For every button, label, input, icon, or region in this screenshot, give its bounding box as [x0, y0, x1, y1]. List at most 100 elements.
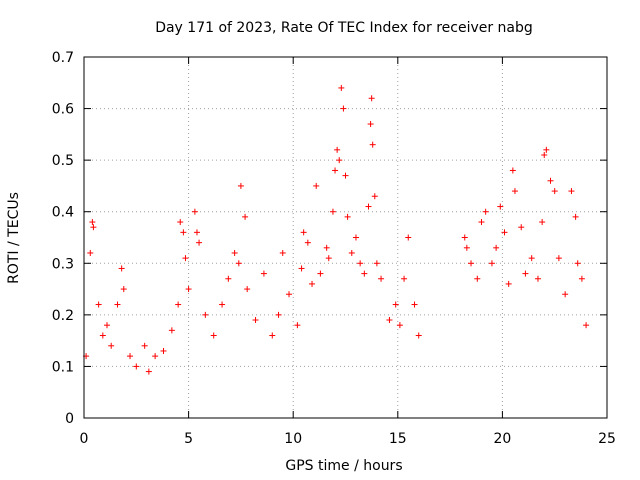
data-point [501, 229, 508, 236]
data-point [367, 121, 374, 128]
data-point [127, 353, 134, 360]
data-point [95, 301, 102, 308]
data-point [182, 255, 189, 262]
chart-title: Day 171 of 2023, Rate Of TEC Index for r… [155, 20, 533, 36]
data-point [336, 157, 343, 164]
data-point [118, 265, 125, 272]
data-point [468, 260, 475, 267]
y-tick-label: 0 [65, 411, 74, 427]
data-point [145, 368, 152, 375]
data-point [474, 275, 481, 282]
data-point [340, 105, 347, 112]
data-point [168, 327, 175, 334]
data-point [541, 151, 548, 158]
y-tick-label: 0.5 [52, 153, 74, 169]
data-point [104, 322, 111, 329]
data-point [547, 177, 554, 184]
x-axis-label: GPS time / hours [285, 458, 402, 474]
data-point [578, 275, 585, 282]
data-point [89, 219, 96, 226]
x-tick-label: 15 [389, 431, 407, 447]
data-point [539, 219, 546, 226]
y-axis-label: ROTI / TECUs [6, 192, 22, 284]
data-point [210, 332, 217, 339]
data-point [568, 188, 575, 195]
data-point [348, 249, 355, 256]
x-tick-label: 10 [284, 431, 302, 447]
data-point [543, 146, 550, 153]
data-point [196, 239, 203, 246]
data-point [365, 203, 372, 210]
data-point [294, 322, 301, 329]
data-point [338, 84, 345, 91]
data-point [193, 229, 200, 236]
data-point [357, 260, 364, 267]
data-point [378, 275, 385, 282]
y-tick-label: 0.4 [52, 205, 74, 221]
data-point [160, 347, 167, 354]
data-point [493, 244, 500, 251]
plot-frame [83, 56, 608, 419]
data-point [583, 322, 590, 329]
y-tick-label: 0.2 [52, 308, 74, 324]
y-tick-label: 0.3 [52, 256, 74, 272]
data-point [175, 301, 182, 308]
data-point [344, 213, 351, 220]
data-point [260, 270, 267, 277]
data-point [528, 255, 535, 262]
data-point [534, 275, 541, 282]
data-point [114, 301, 121, 308]
data-point [219, 301, 226, 308]
data-point [401, 275, 408, 282]
data-point [180, 229, 187, 236]
x-tick-label: 20 [493, 431, 511, 447]
data-point [342, 172, 349, 179]
data-point [269, 332, 276, 339]
data-point [522, 270, 529, 277]
data-point [405, 234, 412, 241]
data-point [252, 317, 259, 324]
data-point [371, 193, 378, 200]
data-point [286, 291, 293, 298]
data-point [237, 182, 244, 189]
data-point [368, 95, 375, 102]
data-point [488, 260, 495, 267]
data-point [461, 234, 468, 241]
data-point [298, 265, 305, 272]
x-tick-labels: 0 5 10 15 20 25 [80, 431, 616, 447]
data-point [279, 249, 286, 256]
data-point [235, 260, 242, 267]
axis-ticks [83, 56, 608, 419]
data-point [202, 311, 209, 318]
data-point [373, 260, 380, 267]
data-point [463, 244, 470, 251]
data-point [562, 291, 569, 298]
x-tick-label: 5 [184, 431, 193, 447]
data-point [497, 203, 504, 210]
data-point [177, 219, 184, 226]
data-point [225, 275, 232, 282]
data-point [152, 353, 159, 360]
data-point [90, 224, 97, 231]
data-point [415, 332, 422, 339]
data-point [185, 286, 192, 293]
data-point [505, 280, 512, 287]
data-point [352, 234, 359, 241]
gridlines [84, 57, 607, 418]
data-point [329, 208, 336, 215]
y-tick-label: 0.6 [52, 102, 74, 118]
data-point [313, 182, 320, 189]
y-tick-label: 0.7 [52, 50, 74, 66]
data-point [325, 255, 332, 262]
data-point [317, 270, 324, 277]
data-point [309, 280, 316, 287]
y-tick-labels: 0 0.1 0.2 0.3 0.4 0.5 0.6 0.7 [52, 50, 74, 427]
data-point [392, 301, 399, 308]
data-point [332, 167, 339, 174]
data-point [411, 301, 418, 308]
data-point [555, 255, 562, 262]
data-point [334, 146, 341, 153]
scatter-points [83, 84, 590, 375]
data-point [396, 322, 403, 329]
